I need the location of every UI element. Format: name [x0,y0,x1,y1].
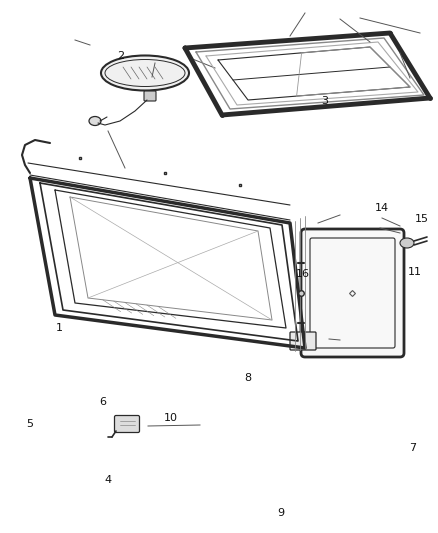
FancyBboxPatch shape [290,332,315,350]
FancyBboxPatch shape [114,416,139,432]
Ellipse shape [399,238,413,248]
Text: 11: 11 [407,267,421,277]
Text: 16: 16 [295,270,309,279]
Text: 15: 15 [413,214,427,223]
Text: 7: 7 [408,443,415,453]
Text: 8: 8 [244,374,251,383]
Text: 2: 2 [117,51,124,61]
Ellipse shape [101,55,189,91]
Text: 4: 4 [104,475,111,484]
Ellipse shape [89,117,101,125]
Text: 6: 6 [99,398,106,407]
Text: 14: 14 [374,203,388,213]
FancyBboxPatch shape [144,91,155,101]
Text: 3: 3 [321,96,328,106]
Text: 9: 9 [277,508,284,518]
Text: 1: 1 [56,323,63,333]
Text: 10: 10 [163,414,177,423]
FancyBboxPatch shape [300,229,403,357]
Text: 5: 5 [26,419,33,429]
